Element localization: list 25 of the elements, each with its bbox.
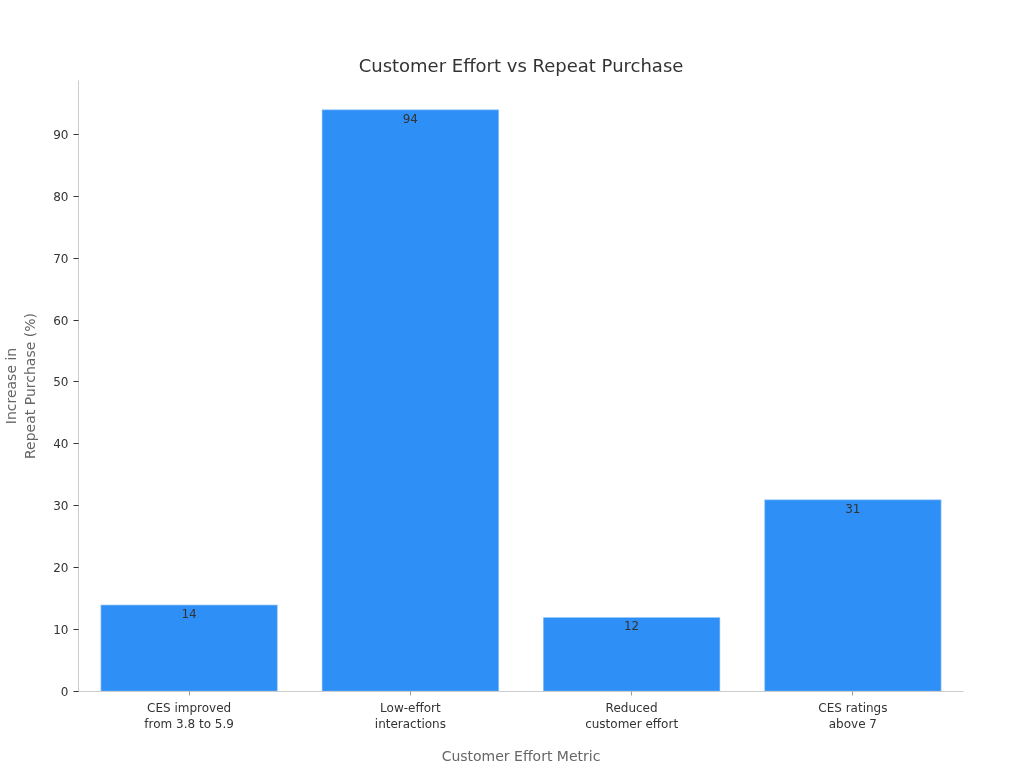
y-tick-label: 80 bbox=[53, 189, 69, 204]
y-tick-label: 30 bbox=[53, 499, 69, 514]
bar bbox=[99, 604, 279, 692]
x-tick-label: Low-effort interactions bbox=[374, 700, 446, 732]
y-tick-label: 90 bbox=[53, 127, 69, 142]
bar bbox=[542, 616, 721, 692]
y-tick-label: 70 bbox=[53, 251, 69, 266]
chart-title: Customer Effort vs Repeat Purchase bbox=[358, 54, 684, 76]
bar bbox=[321, 108, 500, 692]
data-label: 12 bbox=[623, 619, 640, 634]
y-tick-label: 50 bbox=[53, 375, 69, 390]
y-tick-label: 60 bbox=[53, 313, 69, 328]
data-label: 14 bbox=[181, 606, 197, 621]
x-tick-label: CES ratings above 7 bbox=[818, 700, 888, 732]
y-tick-label: 10 bbox=[53, 623, 69, 638]
x-tick-label: CES improved from 3.8 to 5.9 bbox=[144, 700, 234, 732]
y-tick-label: 40 bbox=[53, 437, 69, 452]
data-label: 94 bbox=[402, 111, 419, 126]
y-axis-title: Increase in Repeat Purchase (%) bbox=[3, 313, 39, 459]
x-axis-title: Customer Effort Metric bbox=[441, 748, 601, 765]
y-tick-label: 0 bbox=[60, 685, 69, 699]
x-tick-label: Reduced customer effort bbox=[585, 700, 679, 732]
y-tick-label: 20 bbox=[53, 561, 69, 576]
data-label: 31 bbox=[845, 501, 861, 516]
bar bbox=[763, 498, 943, 692]
